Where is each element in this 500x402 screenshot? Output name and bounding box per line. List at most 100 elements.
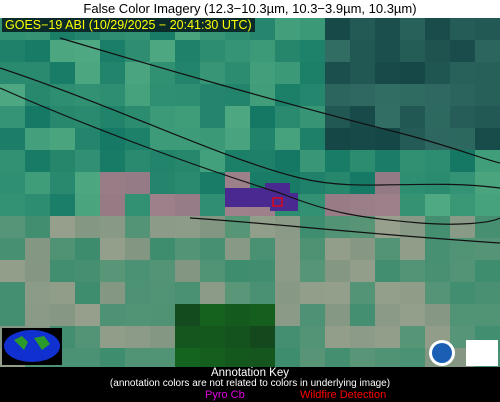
image-tile <box>225 128 251 151</box>
image-tile <box>150 106 176 129</box>
image-tile <box>275 304 301 327</box>
image-tile <box>325 128 351 151</box>
image-tile <box>75 150 101 173</box>
title: False Color Imagery (12.3−10.3µm, 10.3−3… <box>83 1 417 16</box>
image-tile <box>475 194 500 217</box>
image-tile <box>425 150 451 173</box>
image-tile <box>275 128 301 151</box>
image-tile <box>475 304 500 327</box>
image-tile <box>375 172 401 195</box>
image-tile <box>350 106 376 129</box>
image-tile <box>125 304 151 327</box>
image-tile <box>200 150 226 173</box>
image-tile <box>325 216 351 239</box>
image-tile <box>225 84 251 107</box>
image-tile <box>200 172 226 195</box>
image-tile <box>150 282 176 305</box>
image-tile <box>475 128 500 151</box>
image-tile <box>0 150 26 173</box>
image-tile <box>275 238 301 261</box>
image-tile <box>100 194 126 217</box>
image-tile <box>100 84 126 107</box>
image-tile <box>450 106 476 129</box>
image-tile <box>75 106 101 129</box>
image-tile <box>400 326 426 349</box>
image-tile <box>0 260 26 283</box>
image-tile <box>50 282 76 305</box>
image-tile <box>450 62 476 85</box>
image-tile <box>425 18 451 41</box>
image-tile <box>200 194 226 217</box>
image-tile <box>0 40 26 63</box>
cimss-logo <box>466 340 498 366</box>
image-tile <box>225 304 251 327</box>
image-tile <box>100 326 126 349</box>
image-tile <box>25 128 51 151</box>
image-tile <box>25 150 51 173</box>
image-tile <box>150 238 176 261</box>
image-tile <box>200 128 226 151</box>
image-tile <box>125 128 151 151</box>
image-tile <box>175 304 201 327</box>
image-tile <box>325 282 351 305</box>
image-tile <box>100 304 126 327</box>
image-tile <box>375 216 401 239</box>
image-tile <box>275 106 301 129</box>
image-tile <box>200 348 226 367</box>
image-tile <box>450 282 476 305</box>
image-tile <box>300 282 326 305</box>
image-tile <box>400 150 426 173</box>
image-tile <box>225 216 251 239</box>
pyrocb-region <box>225 183 298 211</box>
image-tile <box>325 194 351 217</box>
image-tile <box>300 40 326 63</box>
image-tile <box>150 128 176 151</box>
image-tile <box>175 326 201 349</box>
wildfire-box <box>272 197 283 207</box>
image-tile <box>250 84 276 107</box>
image-tile <box>300 128 326 151</box>
image-tile <box>150 348 176 367</box>
image-tile <box>375 260 401 283</box>
key-item: Pyro Cb <box>205 389 245 401</box>
image-tile <box>475 62 500 85</box>
image-tile <box>200 238 226 261</box>
image-tile <box>175 260 201 283</box>
image-tile <box>250 238 276 261</box>
image-tile <box>300 326 326 349</box>
image-tile <box>425 172 451 195</box>
image-tile <box>125 260 151 283</box>
key-panel: Annotation Key (annotation colors are no… <box>0 367 500 402</box>
key-item: Wildfire Detection <box>300 389 387 401</box>
image-tile <box>475 106 500 129</box>
image-tile <box>200 62 226 85</box>
image-tile <box>375 326 401 349</box>
image-tile <box>75 304 101 327</box>
image-tile <box>300 216 326 239</box>
image-tile <box>375 62 401 85</box>
image-tile <box>325 84 351 107</box>
boundary-line <box>0 87 500 225</box>
image-tile <box>50 128 76 151</box>
image-tile <box>200 40 226 63</box>
image-tile <box>75 238 101 261</box>
image-tile <box>350 62 376 85</box>
image-tile <box>250 18 276 41</box>
image-tile <box>0 194 26 217</box>
image-tile <box>425 238 451 261</box>
image-tile <box>325 348 351 367</box>
image-tile <box>75 348 101 367</box>
image-tile <box>475 260 500 283</box>
image-tile <box>100 128 126 151</box>
image-tile <box>200 260 226 283</box>
image-tile <box>325 238 351 261</box>
image-tile <box>25 304 51 327</box>
image-tile <box>450 194 476 217</box>
image-tile <box>25 84 51 107</box>
image-tile <box>175 40 201 63</box>
image-tile <box>75 172 101 195</box>
image-tile <box>75 40 101 63</box>
image-tile <box>25 194 51 217</box>
boundary-line <box>59 37 500 164</box>
image-tile <box>300 238 326 261</box>
